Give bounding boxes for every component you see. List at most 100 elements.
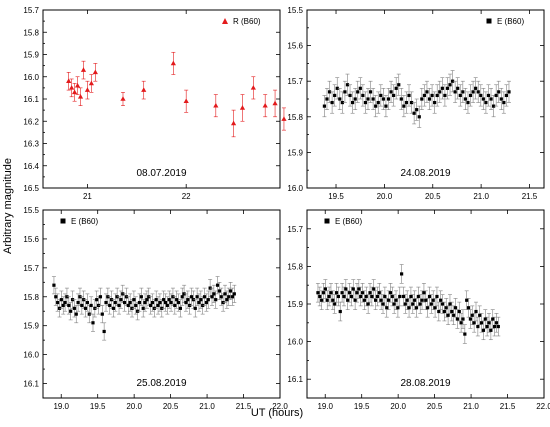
data-point [189,295,194,299]
plot-frame [42,9,281,189]
data-point [489,97,493,101]
y-tick-label: 16.0 [287,184,303,193]
data-point [77,93,84,99]
data-point [437,309,441,314]
data-point [455,317,460,321]
data-point [163,300,168,305]
legend-label: E (B60) [335,217,362,226]
data-point [119,298,123,302]
data-point [100,312,104,316]
data-point [485,324,489,329]
data-point [158,300,162,305]
data-point [412,111,416,115]
data-point [476,90,480,94]
data-point [394,86,398,90]
data-point [478,313,482,317]
x-tick-label: 21.0 [199,402,215,411]
data-point [349,294,354,299]
data-point [173,303,177,308]
data-point [111,306,116,310]
data-point [120,96,126,101]
data-point [345,83,350,87]
data-point [348,93,352,98]
data-point [470,313,474,317]
data-point [184,300,188,305]
y-tick-label: 16.5 [23,184,39,193]
x-tick-label: 19.5 [354,402,370,411]
data-point [318,294,322,299]
data-point [364,294,368,299]
data-point [355,291,359,295]
data-point [479,93,483,98]
data-point [76,300,80,305]
y-tick-label: 15.7 [287,225,303,234]
data-point [95,298,99,302]
data-point [210,295,214,299]
data-point [338,97,342,101]
data-point [325,298,329,302]
y-tick-label: 16.0 [23,73,39,82]
data-point [56,300,60,305]
y-tick-label: 15.9 [23,51,39,60]
y-tick-label: 15.6 [287,42,303,51]
data-point [126,303,130,308]
data-point [418,302,422,306]
data-point [272,100,278,106]
data-point [316,291,320,295]
data-point [362,298,367,302]
data-point [389,90,393,94]
data-point [239,105,246,110]
data-point [128,300,132,305]
data-point [366,302,370,306]
data-point [74,82,81,88]
data-point [149,303,153,308]
data-point [353,298,357,302]
data-point [492,104,496,108]
data-point [186,298,190,302]
data-point [141,87,147,92]
data-point [219,295,223,299]
panel-date-label: 24.08.2019 [400,168,450,179]
data-point [381,97,385,101]
data-point [439,298,443,302]
data-point [474,309,478,314]
x-tick-label: 21.5 [500,402,516,411]
data-point [98,295,103,299]
data-point [281,116,287,121]
data-point [176,300,181,305]
data-point [215,283,220,287]
data-point [481,328,486,332]
data-point [458,93,462,98]
data-point [435,93,439,98]
data-point [494,321,499,325]
data-point [342,294,346,299]
data-point [227,295,231,299]
x-tick-label: 19.0 [317,402,333,411]
data-point [336,294,340,299]
data-point [399,97,403,101]
y-tick-label: 15.8 [287,262,303,271]
data-point [435,294,439,299]
data-point [92,69,98,75]
data-point [457,309,461,314]
data-point [123,300,127,305]
data-point [392,93,396,98]
data-point [440,302,445,306]
data-point [442,309,446,314]
data-point [54,295,58,299]
data-point [372,287,376,291]
data-point [502,100,506,105]
data-point [438,90,442,94]
legend-label: E (B60) [497,17,524,26]
data-point [357,287,361,291]
data-point [230,120,237,126]
data-point [420,298,424,302]
data-point [134,303,138,308]
panel-bottom-right: 15.7 15.8 15.9 16.0 16.1 19.0 19.5 20.0 20.5 21.0… [287,209,550,411]
legend-marker [60,218,66,224]
data-point [463,97,468,101]
x-tick-label: 21.5 [236,402,252,411]
data-point [175,298,179,302]
data-point [91,321,95,325]
